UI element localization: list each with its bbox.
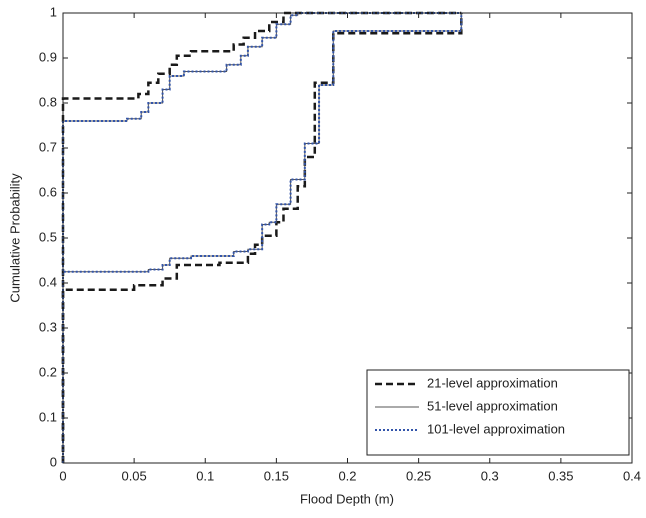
y-axis-label: Cumulative Probability [7,173,22,303]
step-line [62,12,462,463]
x-tick-label: 0.2 [338,468,356,483]
y-tick-label: 0.7 [39,139,57,154]
y-tick-label: 0.8 [39,94,57,109]
legend-label: 21-level approximation [427,375,558,390]
x-tick-label: 0.15 [264,468,289,483]
legend-label: 101-level approximation [427,421,565,436]
x-tick-label: 0 [59,468,66,483]
y-tick-label: 0.5 [39,229,57,244]
y-tick-label: 0.4 [39,274,57,289]
y-tick-label: 0.6 [39,184,57,199]
y-tick-label: 0.9 [39,49,57,64]
x-tick-label: 0.1 [196,468,214,483]
x-tick-label: 0.3 [481,468,499,483]
x-tick-label: 0.25 [406,468,431,483]
y-tick-label: 1 [50,4,57,19]
x-axis-label: Flood Depth (m) [300,491,394,506]
x-tick-label: 0.35 [548,468,573,483]
legend-label: 51-level approximation [427,398,558,413]
x-tick-label: 0.4 [623,468,641,483]
step-line [62,13,463,463]
step-line [61,11,462,463]
y-tick-label: 0 [50,454,57,469]
y-tick-label: 0.3 [39,319,57,334]
y-tick-label: 0.1 [39,409,57,424]
y-tick-label: 0.2 [39,364,57,379]
legend: 21-level approximation 51-level approxima… [366,369,630,456]
x-tick-label: 0.05 [121,468,146,483]
